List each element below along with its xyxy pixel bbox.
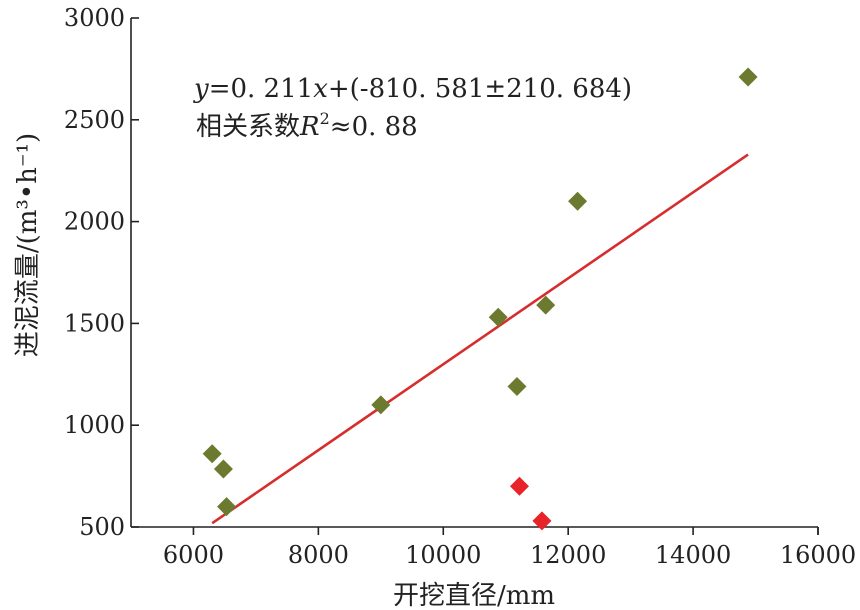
x-tick-label: 6000 (163, 541, 224, 569)
data-point-green (568, 191, 588, 211)
data-point-green (371, 395, 391, 415)
regression-equation: y=0. 211x+(-810. 581±210. 684) (193, 74, 632, 104)
x-tick-label: 14000 (655, 541, 731, 569)
data-point-green (536, 295, 556, 315)
x-axis-title: 开挖直径/mm (393, 581, 555, 610)
y-tick-label: 500 (79, 513, 125, 541)
data-point-green (217, 497, 237, 517)
equation-y-var: y (193, 74, 209, 104)
x-tick-label: 12000 (530, 541, 606, 569)
y-tick-label: 1000 (64, 411, 125, 439)
r2-value: ≈0. 88 (330, 112, 418, 142)
data-point-green (202, 444, 222, 464)
regression-line-group (211, 153, 749, 525)
regression-line (211, 153, 749, 525)
data-point-green (213, 459, 233, 479)
axes (130, 18, 818, 528)
y-axis-title: 进泥流量/(m³•h⁻¹) (13, 133, 43, 357)
x-tick-label: 8000 (288, 541, 349, 569)
equation-x-var: x (313, 74, 328, 104)
y-tick-label: 3000 (64, 4, 125, 32)
correlation-coefficient: 相关系数R2≈0. 88 (196, 109, 418, 142)
x-tick-label: 16000 (780, 541, 856, 569)
data-point-red (532, 511, 552, 531)
x-axis-ticks: 6000 8000 10000 12000 14000 16000 (163, 527, 856, 569)
x-tick-label: 10000 (405, 541, 481, 569)
y-tick-label: 2000 (64, 208, 125, 236)
data-point-green (507, 377, 527, 397)
equation-intercept: +(-810. 581±210. 684) (328, 74, 632, 104)
equation-slope: =0. 211 (209, 74, 313, 104)
y-tick-label: 1500 (64, 309, 125, 337)
y-axis-ticks: 500 1000 1500 2000 2500 3000 (64, 4, 139, 541)
data-point-green (488, 307, 508, 327)
r2-superscript: 2 (320, 109, 330, 128)
y-tick-label: 2500 (64, 106, 125, 134)
data-point-red (509, 476, 529, 496)
data-point-green (738, 67, 758, 87)
data-points (202, 67, 758, 531)
r2-prefix: 相关系数 (196, 112, 300, 142)
r2-symbol: R (299, 112, 320, 142)
